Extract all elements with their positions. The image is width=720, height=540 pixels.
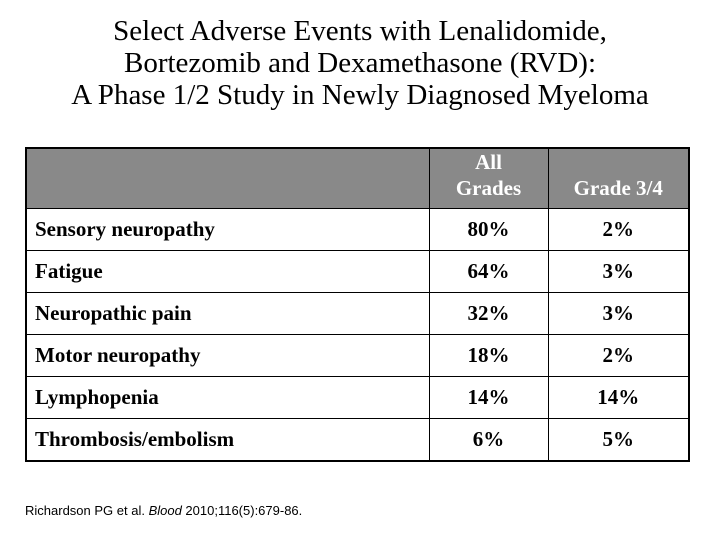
- row-label: Motor neuropathy: [25, 334, 430, 377]
- slide-title-line-2: Bortezomib and Dexamethasone (RVD):: [123, 47, 596, 79]
- slide-title: Select Adverse Events with Lenalidomide,…: [0, 15, 720, 111]
- citation-prefix: Richardson PG et al.: [25, 503, 149, 518]
- all-grades-value: 6%: [428, 418, 549, 461]
- row-label: Lymphopenia: [25, 376, 430, 419]
- grade-3-4-value: 3%: [547, 250, 690, 293]
- table-row: Lymphopenia 14% 14%: [25, 376, 690, 419]
- all-grades-value: 32%: [428, 292, 549, 335]
- all-grades-value: 64%: [428, 250, 549, 293]
- all-grades-value: 14%: [428, 376, 549, 419]
- all-grades-value: 18%: [428, 334, 549, 377]
- grade-3-4-value: 5%: [547, 418, 690, 461]
- row-label: Sensory neuropathy: [25, 208, 430, 251]
- citation-journal: Blood: [148, 503, 182, 518]
- table-row: Motor neuropathy 18% 2%: [25, 334, 690, 377]
- table-header-row: All Grades Grade 3/4: [25, 147, 690, 209]
- grade-3-4-value: 2%: [547, 208, 690, 251]
- table-row: Fatigue 64% 3%: [25, 250, 690, 293]
- header-cell-grade-3-4: Grade 3/4: [547, 147, 690, 209]
- grade-3-4-value: 14%: [547, 376, 690, 419]
- citation: Richardson PG et al. Blood 2010;116(5):6…: [25, 503, 302, 518]
- all-grades-value: 80%: [428, 208, 549, 251]
- row-label: Neuropathic pain: [25, 292, 430, 335]
- row-label: Thrombosis/embolism: [25, 418, 430, 461]
- row-label: Fatigue: [25, 250, 430, 293]
- slide-title-line-1: Select Adverse Events with Lenalidomide,: [113, 15, 607, 47]
- grade-3-4-value: 2%: [547, 334, 690, 377]
- table-row: Neuropathic pain 32% 3%: [25, 292, 690, 335]
- grade-3-4-value: 3%: [547, 292, 690, 335]
- header-cell-all-grades: All Grades: [428, 147, 549, 209]
- citation-suffix: 2010;116(5):679-86.: [181, 503, 303, 518]
- adverse-events-table: All Grades Grade 3/4 Sensory neuropathy …: [25, 147, 690, 462]
- table-row: Sensory neuropathy 80% 2%: [25, 208, 690, 251]
- header-cell-empty: [25, 147, 430, 209]
- table-row: Thrombosis/embolism 6% 5%: [25, 418, 690, 461]
- slide-title-line-3: A Phase 1/2 Study in Newly Diagnosed Mye…: [71, 79, 649, 111]
